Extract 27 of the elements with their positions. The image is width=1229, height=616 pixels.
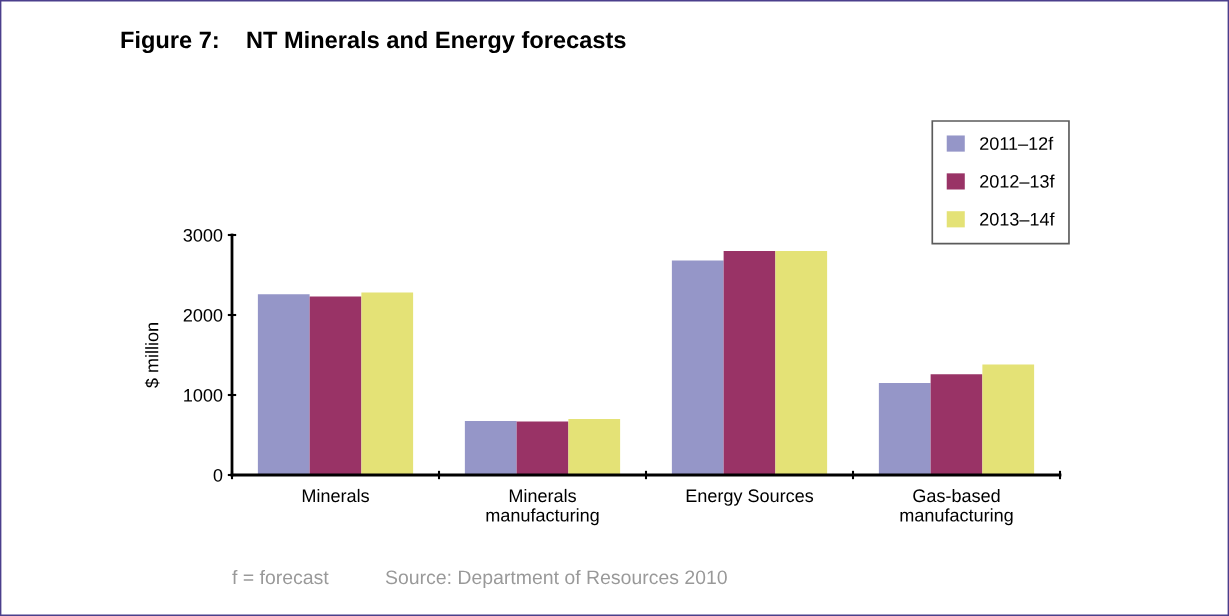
- bar: [516, 421, 569, 475]
- x-tick-label: Energy Sources: [686, 489, 814, 506]
- y-tick-label: 0: [213, 468, 223, 482]
- legend-label: 2012–13f: [980, 174, 1055, 188]
- bar: [878, 383, 931, 475]
- chart-title: Figure 7: NT Minerals and Energy forecasts: [121, 30, 626, 54]
- bar: [257, 294, 310, 475]
- bar: [930, 374, 983, 475]
- y-tick-label: 3000: [183, 228, 223, 242]
- bar: [361, 292, 414, 475]
- source-note: Source: Department of Resources 2010: [385, 569, 727, 589]
- y-tick-label: 1000: [184, 388, 223, 402]
- x-tick-label: Minerals: [302, 488, 369, 503]
- bar: [568, 419, 621, 475]
- y-axis-title: $ million: [144, 323, 160, 388]
- legend-label: 2011–12f: [980, 136, 1054, 150]
- legend-label: 2013–14f: [980, 212, 1055, 226]
- bar: [982, 364, 1035, 475]
- y-tick-label: 2000: [183, 308, 223, 322]
- x-tick-label: Gas-based manufacturing: [900, 488, 1013, 526]
- text: f = forecast: [232, 569, 329, 585]
- x-tick-label: Minerals manufacturing: [486, 488, 599, 526]
- bar: [309, 296, 362, 475]
- bar: [464, 421, 517, 475]
- bar: [671, 260, 724, 475]
- bar: [723, 251, 776, 475]
- bar: [775, 251, 828, 475]
